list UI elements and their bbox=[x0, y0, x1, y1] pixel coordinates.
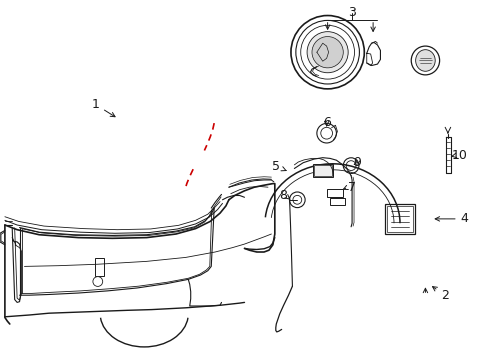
Bar bbox=[326, 189, 342, 197]
Text: 1: 1 bbox=[91, 98, 115, 117]
Bar bbox=[314, 165, 331, 176]
Bar bbox=[384, 204, 414, 234]
Text: 6: 6 bbox=[322, 116, 330, 129]
Text: 5: 5 bbox=[272, 160, 285, 173]
Text: 10: 10 bbox=[451, 149, 467, 162]
Bar bbox=[386, 206, 412, 231]
Circle shape bbox=[306, 32, 347, 73]
Text: 3: 3 bbox=[347, 6, 355, 19]
Bar bbox=[95, 258, 104, 276]
Text: 8: 8 bbox=[279, 189, 287, 202]
Circle shape bbox=[311, 37, 343, 68]
Bar bbox=[312, 164, 333, 177]
Text: 2: 2 bbox=[431, 287, 448, 302]
Text: 9: 9 bbox=[352, 156, 360, 169]
Bar bbox=[329, 198, 345, 205]
Ellipse shape bbox=[415, 50, 434, 71]
Circle shape bbox=[93, 276, 102, 287]
Text: 4: 4 bbox=[434, 212, 468, 225]
Text: 7: 7 bbox=[347, 181, 355, 194]
